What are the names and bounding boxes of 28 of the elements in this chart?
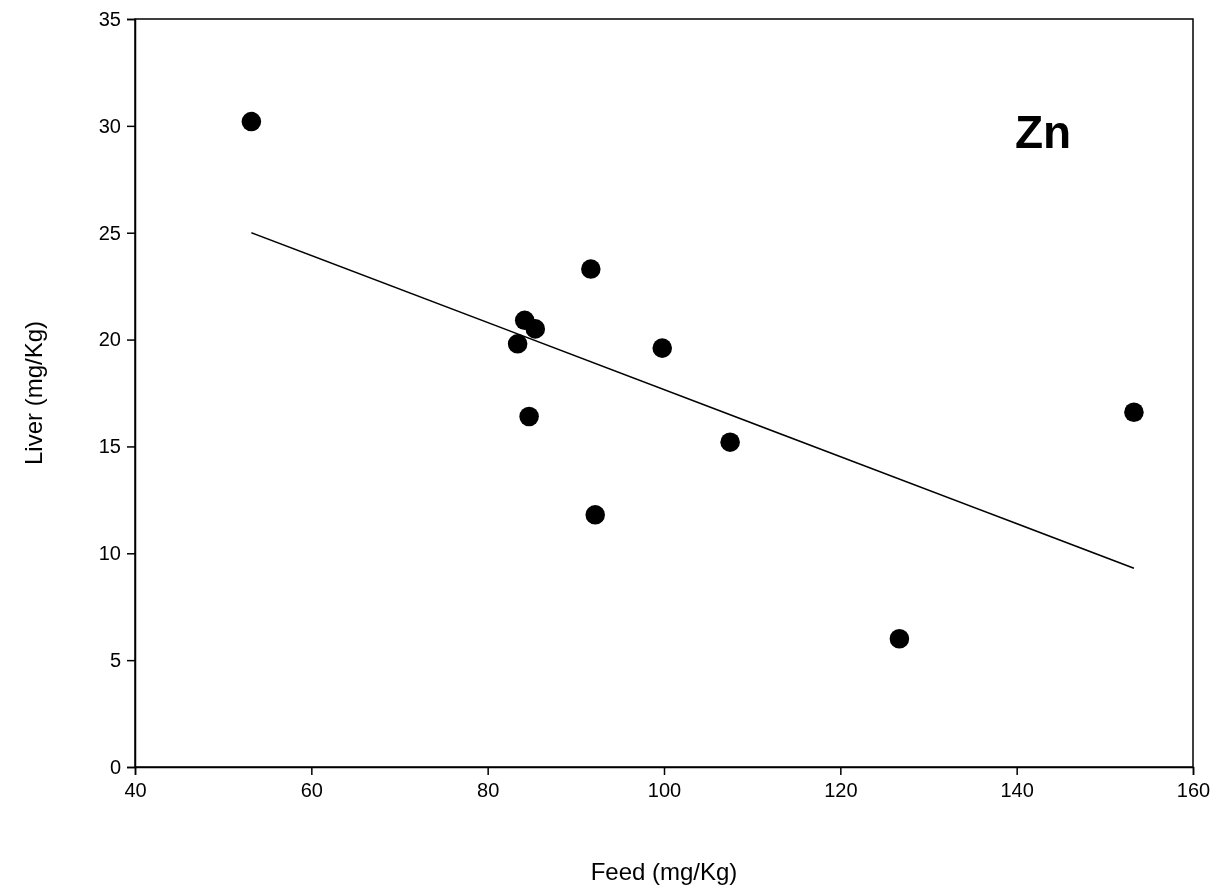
x-tick-label: 40 bbox=[124, 779, 147, 802]
y-tick-label: 5 bbox=[109, 649, 121, 672]
point bbox=[519, 406, 539, 427]
x-tick-label: 100 bbox=[647, 779, 682, 802]
point bbox=[720, 432, 740, 452]
point bbox=[585, 505, 605, 525]
x-tick-label: 160 bbox=[1176, 779, 1211, 802]
point bbox=[889, 629, 910, 649]
x-tick-label: 60 bbox=[300, 779, 323, 802]
point bbox=[1124, 402, 1144, 422]
point bbox=[652, 338, 673, 358]
y-tick-label: 30 bbox=[98, 114, 121, 137]
point bbox=[525, 319, 546, 339]
y-axis-title: Liver (mg/Kg) bbox=[20, 320, 47, 466]
x-tick-label: 140 bbox=[1000, 779, 1034, 802]
y-tick-label: 15 bbox=[98, 435, 121, 458]
x-tick-label: 80 bbox=[477, 779, 500, 802]
y-tick-label: 10 bbox=[98, 542, 121, 565]
point bbox=[507, 334, 528, 354]
y-tick-label: 20 bbox=[98, 328, 121, 351]
x-tick-label: 120 bbox=[824, 779, 858, 802]
x-axis-title: Feed (mg/Kg) bbox=[590, 858, 738, 885]
y-tick-label: 0 bbox=[109, 755, 121, 778]
y-tick-label: 25 bbox=[98, 221, 121, 244]
y-tick-label: 35 bbox=[98, 7, 121, 30]
annotation: Zn bbox=[1014, 106, 1072, 158]
point bbox=[581, 259, 601, 279]
point bbox=[241, 111, 262, 132]
